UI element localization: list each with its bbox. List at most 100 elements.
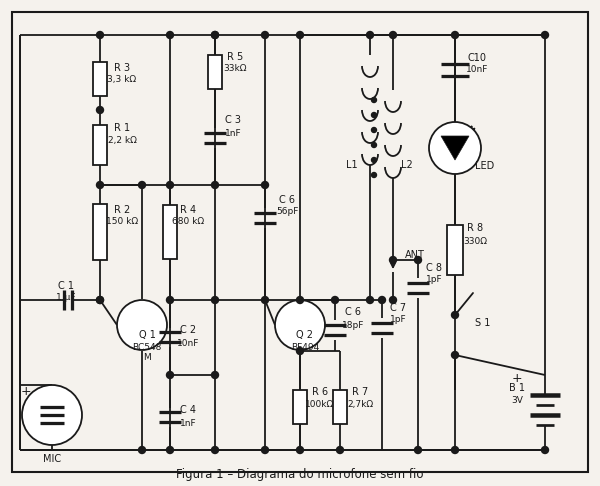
Circle shape xyxy=(367,32,373,38)
Circle shape xyxy=(117,300,167,350)
Circle shape xyxy=(275,300,325,350)
Text: 1pF: 1pF xyxy=(389,315,406,325)
Text: BC548: BC548 xyxy=(133,343,161,351)
Text: L2: L2 xyxy=(401,160,413,170)
Text: 33kΩ: 33kΩ xyxy=(223,65,247,73)
Circle shape xyxy=(371,142,377,147)
Circle shape xyxy=(167,32,173,38)
Circle shape xyxy=(389,296,397,303)
Text: R 3: R 3 xyxy=(114,63,130,73)
Circle shape xyxy=(212,32,218,38)
Circle shape xyxy=(262,447,269,453)
Bar xyxy=(163,205,177,259)
Circle shape xyxy=(389,257,397,263)
Circle shape xyxy=(371,98,377,103)
Text: S 1: S 1 xyxy=(475,318,491,328)
Text: C 4: C 4 xyxy=(180,405,196,415)
Circle shape xyxy=(167,181,173,189)
Text: Q 1: Q 1 xyxy=(139,330,155,340)
Text: 18pF: 18pF xyxy=(342,320,364,330)
Circle shape xyxy=(22,385,82,445)
Circle shape xyxy=(296,347,304,354)
Circle shape xyxy=(296,32,304,38)
Text: R 1: R 1 xyxy=(114,123,130,133)
Circle shape xyxy=(371,157,377,162)
Circle shape xyxy=(371,112,377,118)
Text: +: + xyxy=(512,371,523,384)
Text: B 1: B 1 xyxy=(509,383,525,393)
Text: 3,3 kΩ: 3,3 kΩ xyxy=(107,75,137,85)
Circle shape xyxy=(212,296,218,303)
Circle shape xyxy=(415,447,421,453)
Circle shape xyxy=(542,447,548,453)
Circle shape xyxy=(212,447,218,453)
Circle shape xyxy=(452,32,458,38)
Circle shape xyxy=(167,371,173,379)
Circle shape xyxy=(212,371,218,379)
Text: 150 kΩ: 150 kΩ xyxy=(106,218,138,226)
Text: R 4: R 4 xyxy=(180,205,196,215)
Circle shape xyxy=(379,296,386,303)
Circle shape xyxy=(262,32,269,38)
Circle shape xyxy=(167,447,173,453)
Circle shape xyxy=(296,296,304,303)
Circle shape xyxy=(429,122,481,174)
Circle shape xyxy=(139,447,146,453)
Circle shape xyxy=(452,351,458,359)
Circle shape xyxy=(367,296,373,303)
Text: C 3: C 3 xyxy=(225,115,241,125)
Circle shape xyxy=(415,257,421,263)
Text: BF494: BF494 xyxy=(291,343,319,351)
Text: C 6: C 6 xyxy=(345,307,361,317)
Circle shape xyxy=(296,447,304,453)
Bar xyxy=(447,225,463,275)
Text: 56pF: 56pF xyxy=(276,208,298,216)
Text: Figura 1 – Diagrama do microfone sem fio: Figura 1 – Diagrama do microfone sem fio xyxy=(176,468,424,481)
Text: C 7: C 7 xyxy=(390,303,406,313)
Circle shape xyxy=(452,447,458,453)
Text: C 2: C 2 xyxy=(180,325,196,335)
Text: MIC: MIC xyxy=(43,454,61,464)
Circle shape xyxy=(167,296,173,303)
Circle shape xyxy=(212,32,218,38)
Text: C 8: C 8 xyxy=(426,263,442,273)
Circle shape xyxy=(97,296,104,303)
Text: R 8: R 8 xyxy=(467,223,483,233)
Text: 1 μF: 1 μF xyxy=(56,293,76,301)
Text: ANT: ANT xyxy=(405,250,425,260)
Circle shape xyxy=(262,181,269,189)
Circle shape xyxy=(389,32,397,38)
Text: C 1: C 1 xyxy=(58,281,74,291)
Circle shape xyxy=(337,447,343,453)
Text: 1pF: 1pF xyxy=(425,276,442,284)
Bar xyxy=(293,390,307,424)
Text: 10nF: 10nF xyxy=(177,339,199,347)
Circle shape xyxy=(542,32,548,38)
Circle shape xyxy=(97,106,104,114)
Circle shape xyxy=(331,296,338,303)
Circle shape xyxy=(371,127,377,133)
Circle shape xyxy=(452,312,458,318)
Text: R 2: R 2 xyxy=(114,205,130,215)
Text: Q 2: Q 2 xyxy=(296,330,314,340)
Circle shape xyxy=(262,296,269,303)
Text: 2,2 kΩ: 2,2 kΩ xyxy=(107,136,136,144)
Bar xyxy=(208,55,222,89)
Circle shape xyxy=(97,296,104,303)
Text: 1nF: 1nF xyxy=(224,128,241,138)
Text: R 5: R 5 xyxy=(227,52,243,62)
Text: R 7: R 7 xyxy=(352,387,368,397)
Bar xyxy=(333,390,347,424)
Text: M: M xyxy=(143,352,151,362)
Text: 680 kΩ: 680 kΩ xyxy=(172,218,204,226)
Text: 3V: 3V xyxy=(511,396,523,404)
Text: LED: LED xyxy=(475,161,494,171)
Text: R 6: R 6 xyxy=(312,387,328,397)
Text: L1: L1 xyxy=(346,160,358,170)
Text: 1nF: 1nF xyxy=(179,418,196,428)
Circle shape xyxy=(139,181,146,189)
Text: 330Ω: 330Ω xyxy=(463,237,487,245)
Bar xyxy=(93,204,107,260)
Text: 2,7kΩ: 2,7kΩ xyxy=(347,399,373,409)
Text: 10nF: 10nF xyxy=(466,66,488,74)
